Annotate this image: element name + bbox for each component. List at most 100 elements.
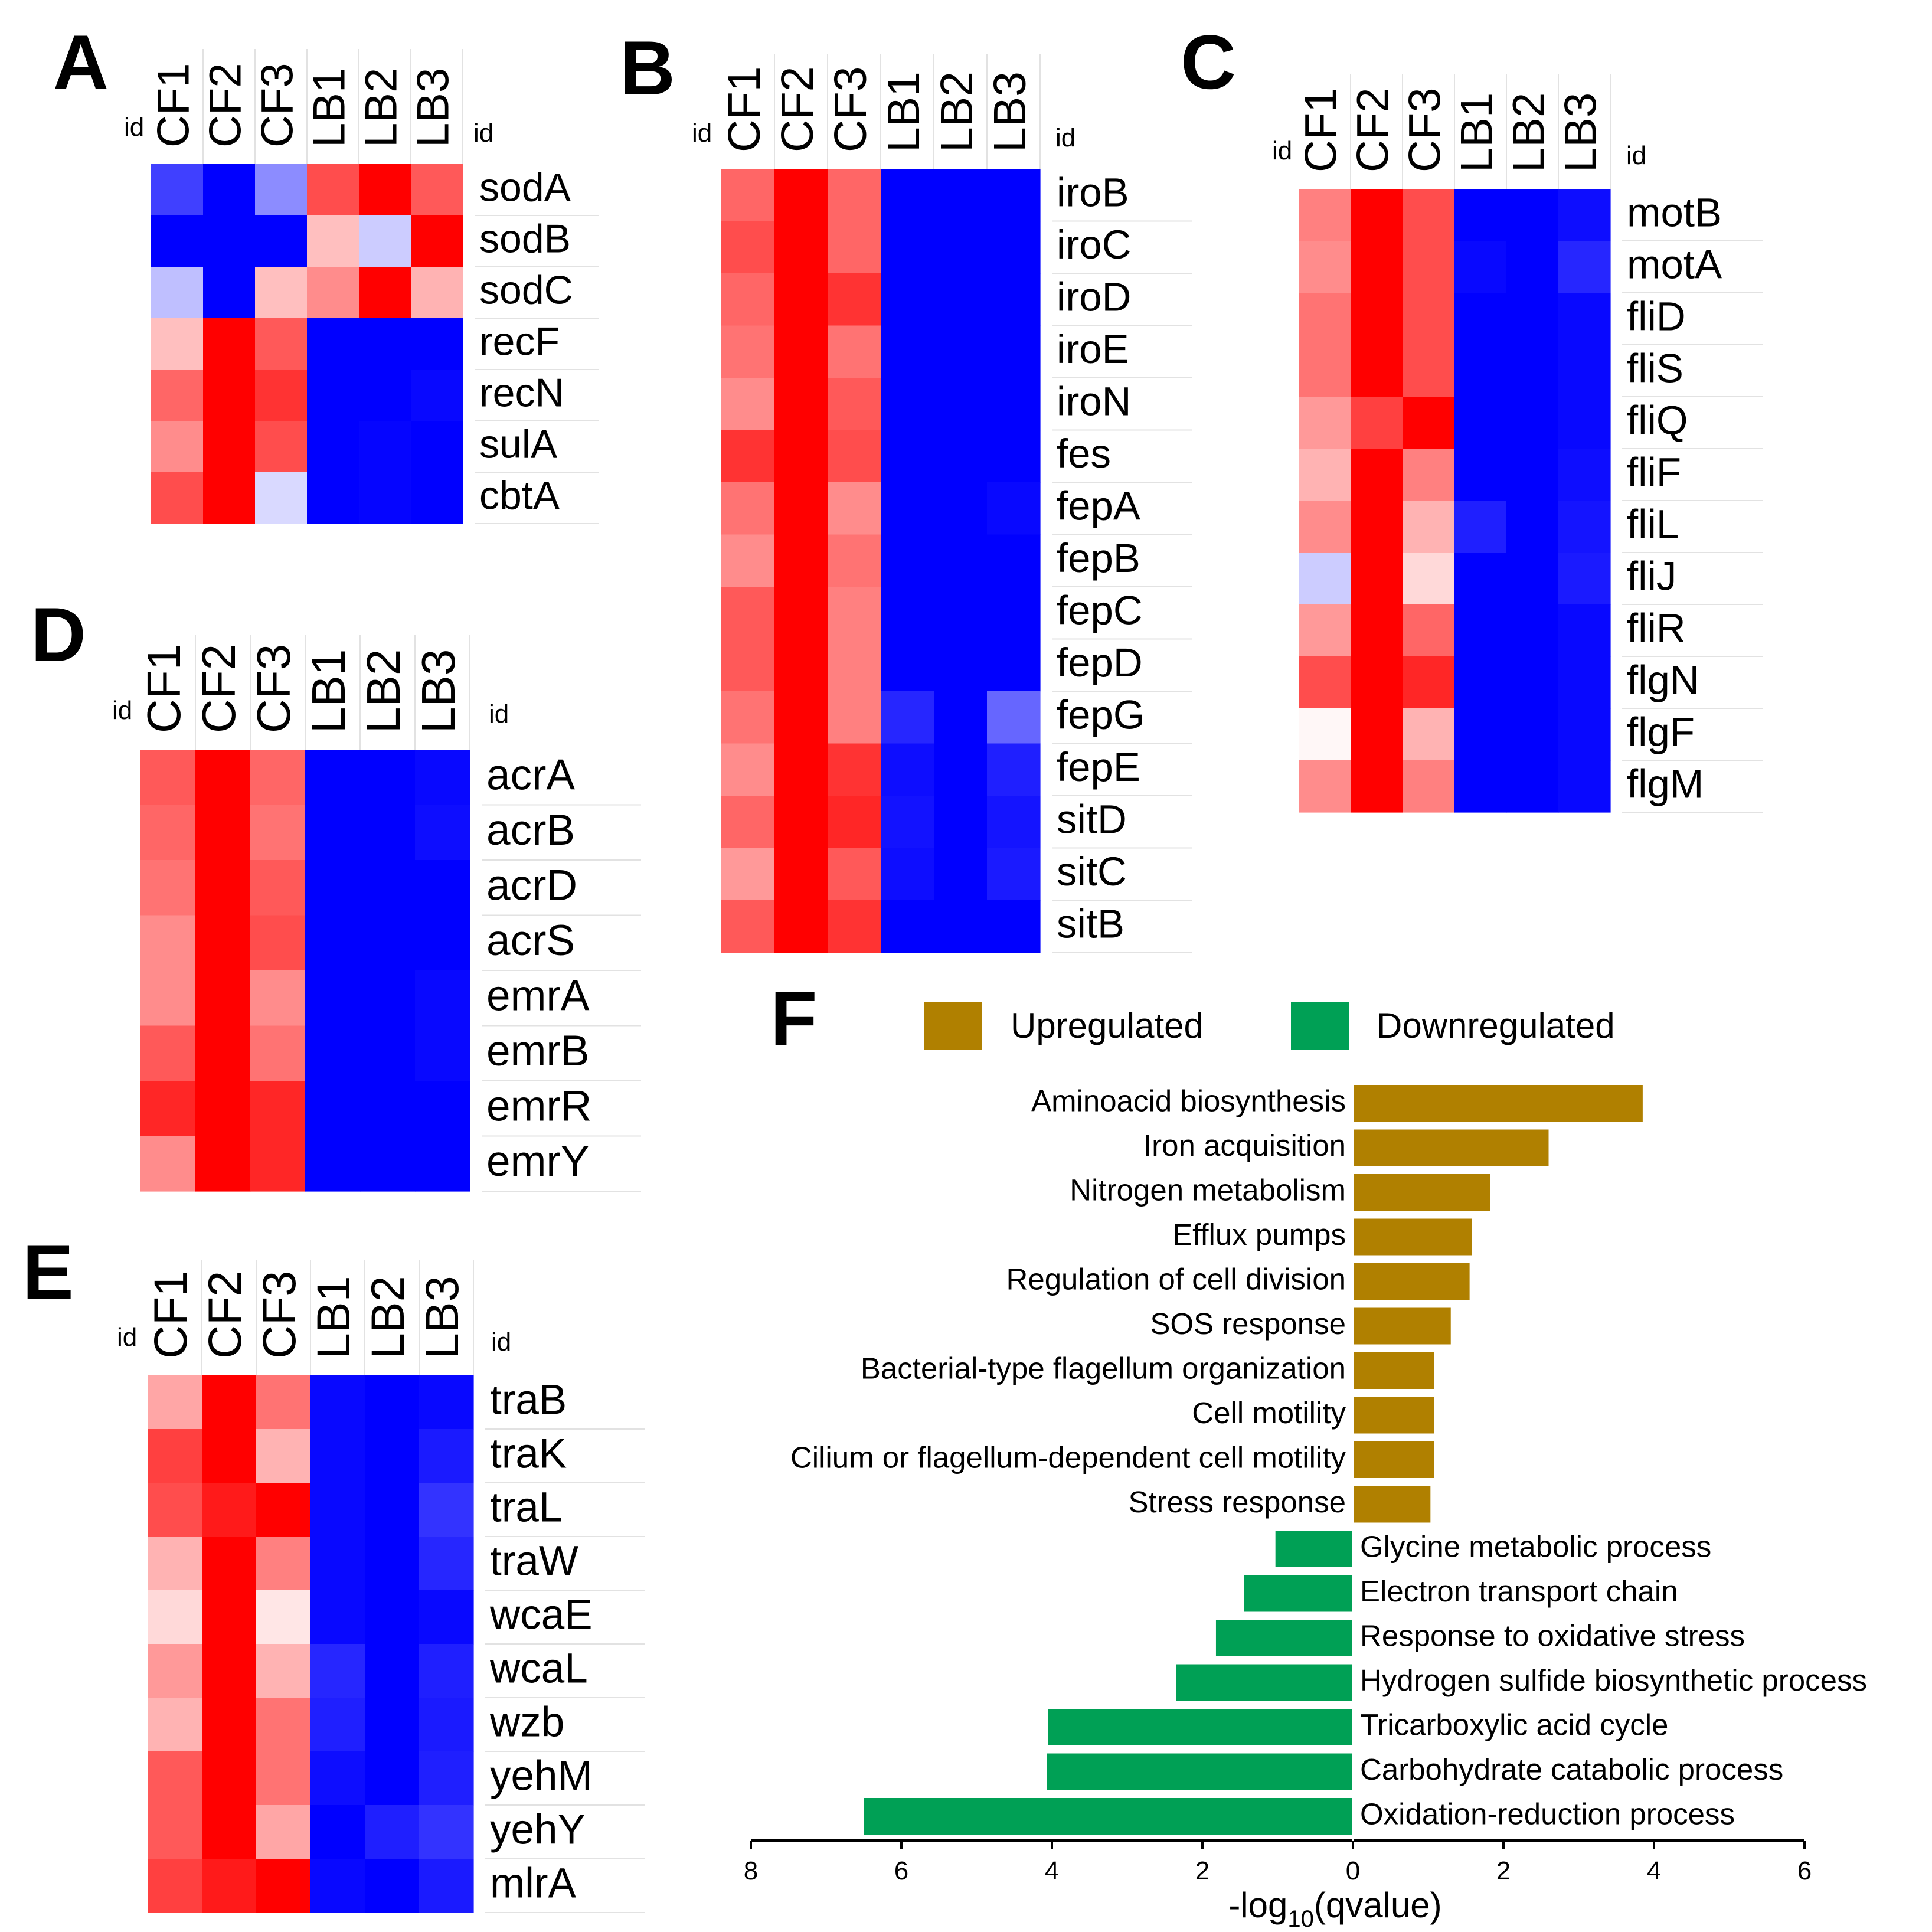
heatmap-cell	[1403, 293, 1455, 345]
heatmap-id-label-right: id	[489, 699, 509, 728]
x-tick-label: 4	[1045, 1856, 1059, 1885]
heatmap-cell	[1351, 449, 1403, 501]
heatmap-cell	[1506, 189, 1559, 241]
heatmap-cell	[828, 587, 881, 640]
heatmap-cell	[195, 1081, 251, 1137]
heatmap-row-label: fes	[1057, 431, 1111, 476]
heatmap-cell	[1403, 553, 1455, 605]
heatmap-cell	[881, 482, 934, 535]
heatmap-cell	[1506, 241, 1559, 293]
heatmap-cell	[1558, 656, 1611, 709]
heatmap-cell	[721, 534, 775, 587]
heatmap-row-label: fliR	[1627, 605, 1686, 650]
heatmap-cell	[411, 164, 463, 216]
heatmap-cell	[1506, 656, 1559, 709]
heatmap-cell	[359, 215, 411, 267]
heatmap-cell	[151, 472, 204, 524]
bar-category-label: Cilium or flagellum-dependent cell motil…	[790, 1441, 1346, 1475]
heatmap-cell	[203, 421, 256, 473]
heatmap-cell	[774, 900, 828, 953]
heatmap-row-label: iroD	[1057, 274, 1132, 320]
panel-letter-f: F	[770, 975, 817, 1061]
heatmap-column-label: LB3	[1555, 93, 1606, 172]
bar-up	[1353, 1174, 1490, 1211]
heatmap-cell	[828, 169, 881, 222]
heatmap-cell	[148, 1698, 202, 1752]
heatmap-cell	[881, 743, 934, 796]
heatmap-cell	[202, 1483, 257, 1537]
heatmap-cell	[1299, 553, 1351, 605]
heatmap-cell	[250, 1025, 306, 1081]
heatmap-cell	[255, 318, 308, 370]
heatmap-cell	[203, 472, 256, 524]
heatmap-cell	[151, 421, 204, 473]
heatmap-id-label-right: id	[1626, 141, 1646, 170]
heatmap-cell	[881, 378, 934, 431]
heatmap-cell	[250, 915, 306, 971]
heatmap-column-label: CF1	[138, 644, 190, 733]
heatmap-cell	[1351, 345, 1403, 397]
panel-letter-e: E	[22, 1229, 74, 1315]
bar-category-label: Oxidation-reduction process	[1360, 1797, 1735, 1831]
heatmap-column-label: LB3	[985, 71, 1035, 152]
heatmap-cell	[415, 970, 470, 1027]
heatmap-cell	[1454, 345, 1507, 397]
heatmap-cell	[1558, 604, 1611, 657]
heatmap-cell	[1454, 397, 1507, 449]
heatmap-cell	[203, 318, 256, 370]
heatmap-cell	[250, 750, 306, 806]
heatmap-cell	[360, 860, 416, 916]
heatmap-cell	[934, 378, 988, 431]
heatmap-id-label-left: id	[1272, 136, 1292, 165]
heatmap-cell	[250, 970, 306, 1027]
heatmap-cell	[305, 805, 361, 861]
heatmap-row-label: sodA	[479, 165, 571, 210]
heatmap-cell	[774, 691, 828, 744]
heatmap-cell	[934, 482, 988, 535]
heatmap-cell	[250, 1081, 306, 1137]
heatmap-cell	[1454, 604, 1507, 657]
heatmap-panel-a: sodA sodB sodC recF recN sulA cbtA CF1 CF2 CF3 LB1…	[124, 49, 599, 524]
heatmap-cell	[1403, 189, 1455, 241]
heatmap-cell	[310, 1537, 365, 1591]
heatmap-cell	[987, 378, 1041, 431]
panel-letter-a: A	[53, 19, 109, 105]
heatmap-row-label: fliD	[1627, 293, 1686, 339]
heatmap-cell	[1351, 501, 1403, 553]
heatmap-cell	[987, 796, 1041, 849]
heatmap-cell	[256, 1644, 311, 1698]
heatmap-cell	[934, 325, 988, 378]
heatmap-cell	[415, 860, 470, 916]
heatmap-cell	[828, 221, 881, 274]
heatmap-cell	[360, 970, 416, 1027]
heatmap-cell	[828, 273, 881, 326]
heatmap-cell	[255, 164, 308, 216]
x-tick-label: 0	[1346, 1856, 1360, 1885]
heatmap-row-label: recN	[479, 371, 564, 416]
heatmap-cell	[419, 1537, 474, 1591]
bar-chart-panel-f: Upregulated Downregulated Aminoacid biosyn…	[744, 1002, 1867, 1932]
heatmap-cell	[1506, 345, 1559, 397]
heatmap-cell	[881, 848, 934, 901]
heatmap-cell	[360, 915, 416, 971]
heatmap-cell	[721, 273, 775, 326]
heatmap-cell	[987, 691, 1041, 744]
heatmap-cell	[828, 848, 881, 901]
heatmap-cell	[828, 796, 881, 849]
heatmap-cell	[310, 1698, 365, 1752]
heatmap-cell	[195, 860, 251, 916]
heatmap-cell	[881, 587, 934, 640]
x-axis-title: -log10(qvalue)	[1228, 1885, 1441, 1932]
heatmap-column-label: LB2	[357, 649, 410, 733]
heatmap-column-label: CF2	[200, 63, 250, 148]
bar-category-label: Aminoacid biosynthesis	[1031, 1084, 1346, 1118]
heatmap-row-label: fliL	[1627, 501, 1679, 547]
heatmap-cell	[881, 325, 934, 378]
heatmap-column-label: CF3	[825, 67, 876, 152]
heatmap-cell	[256, 1375, 311, 1430]
heatmap-cell	[1351, 189, 1403, 241]
heatmap-cell	[1558, 397, 1611, 449]
heatmap-cell	[419, 1805, 474, 1859]
heatmap-cell	[202, 1805, 257, 1859]
heatmap-column-label: CF1	[144, 1271, 197, 1359]
